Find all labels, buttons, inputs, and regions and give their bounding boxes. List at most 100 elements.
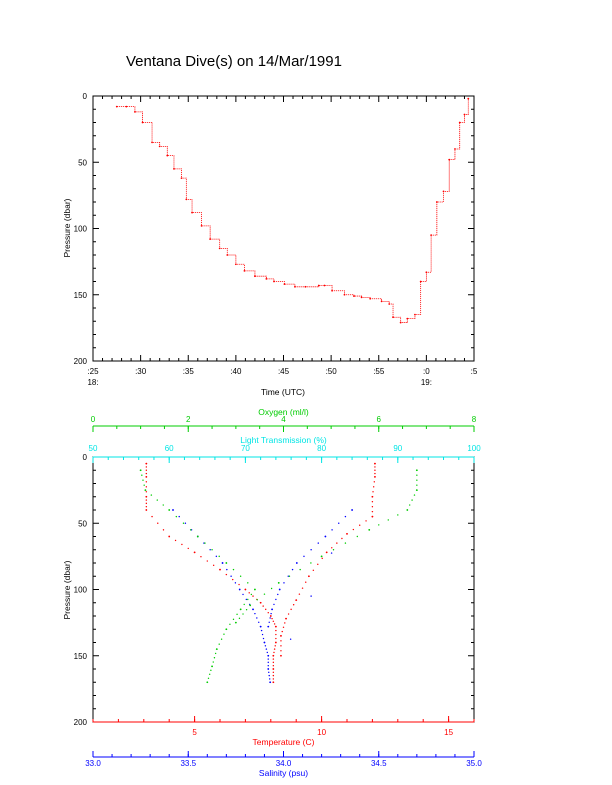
oxygen-tick-label: 8 xyxy=(472,415,477,424)
profile-point xyxy=(310,549,312,551)
y-tick-label: 150 xyxy=(74,652,88,661)
profile-point xyxy=(259,601,262,604)
profile-point xyxy=(267,661,269,664)
profile-point xyxy=(193,551,196,554)
profile-point xyxy=(331,529,333,531)
pressure-point xyxy=(430,234,433,237)
profile-point xyxy=(265,648,268,650)
light_transmission-tick-label: 100 xyxy=(467,444,481,453)
oxygen-tick-label: 2 xyxy=(186,415,191,424)
profile-point xyxy=(239,575,242,577)
pressure-point xyxy=(317,284,320,287)
profile-point xyxy=(249,604,252,607)
profile-point xyxy=(266,651,269,654)
profile-point xyxy=(270,587,273,590)
profile-point xyxy=(242,593,244,596)
profile-point xyxy=(168,509,171,511)
profile-point xyxy=(150,494,153,496)
profile-point xyxy=(330,552,333,554)
y-tick-label: 100 xyxy=(74,586,88,595)
profile-point xyxy=(182,522,185,524)
profile-point xyxy=(265,608,267,611)
pressure-point xyxy=(115,105,118,108)
profile-point xyxy=(273,648,276,650)
profile-point xyxy=(374,475,376,478)
profile-point xyxy=(239,608,242,611)
pressure-point xyxy=(243,270,246,272)
profile-point xyxy=(245,609,248,611)
profile-point xyxy=(344,515,347,518)
pressure-point xyxy=(304,285,307,288)
profile-point xyxy=(144,489,147,492)
pressure-point xyxy=(331,289,333,292)
profile-point xyxy=(287,613,290,615)
profile-point xyxy=(272,681,275,684)
profile-point xyxy=(215,648,218,651)
profile-point xyxy=(208,673,211,675)
y-tick-label: 200 xyxy=(74,718,88,727)
profile-point xyxy=(273,651,275,654)
profile-point xyxy=(215,555,218,558)
profile-point xyxy=(285,617,287,620)
pressure-point xyxy=(380,300,383,303)
profile-point xyxy=(268,621,270,623)
profile-point xyxy=(275,629,277,632)
profile-point xyxy=(145,505,148,508)
x-tick-label: :5 xyxy=(471,367,478,376)
pressure-point xyxy=(273,280,275,283)
profile-point xyxy=(280,640,282,642)
profile-point xyxy=(145,499,148,501)
profile-point xyxy=(168,535,171,538)
salinity-tick-label: 35.0 xyxy=(466,759,482,768)
profile-point xyxy=(344,542,347,544)
y-tick-label: 0 xyxy=(83,453,88,462)
pressure-point xyxy=(185,198,188,201)
profile-point xyxy=(351,509,353,511)
pressure-point xyxy=(435,201,438,203)
profile-point xyxy=(226,568,228,571)
profile-point xyxy=(352,528,355,531)
profile-point xyxy=(312,569,315,571)
profile-point xyxy=(254,612,256,615)
temperature-tick-label: 15 xyxy=(444,728,453,737)
pressure-point xyxy=(134,111,136,113)
profile-point xyxy=(413,494,416,496)
profile-point xyxy=(232,578,234,581)
profile-point xyxy=(260,629,263,632)
profile-point xyxy=(189,529,192,531)
profile-point xyxy=(269,681,272,684)
profile-point xyxy=(275,637,277,640)
profile-point xyxy=(371,515,374,518)
profile-point xyxy=(269,615,272,617)
pressure-point xyxy=(200,224,203,227)
profile-point xyxy=(292,604,295,606)
x-tick-label: :25 xyxy=(87,367,99,376)
temperature-tick-label: 10 xyxy=(317,728,326,737)
profile-point xyxy=(145,502,148,505)
profile-point xyxy=(225,562,228,564)
profile-point xyxy=(272,674,275,677)
profile-point xyxy=(267,625,270,628)
profile-point xyxy=(270,612,272,615)
profile-point xyxy=(272,654,275,657)
x-axis-label: Time (UTC) xyxy=(261,387,305,397)
profile-point xyxy=(143,484,145,486)
profile-point xyxy=(283,582,285,584)
profile-point xyxy=(278,588,281,591)
profile-point xyxy=(320,555,323,558)
profile-point xyxy=(207,677,210,679)
profile-point xyxy=(267,658,269,660)
y-tick-label: 50 xyxy=(78,158,87,167)
profile-point xyxy=(274,641,277,644)
profile-point xyxy=(261,633,264,636)
pressure-point xyxy=(180,177,183,180)
profile-point xyxy=(269,617,271,619)
light_transmission-tick-label: 80 xyxy=(317,444,326,453)
profile-point xyxy=(181,543,183,546)
profile-point xyxy=(162,504,164,506)
salinity-axis-label: Salinity (psu) xyxy=(259,768,308,778)
profile-point xyxy=(254,588,256,591)
profile-point xyxy=(271,617,273,620)
profile-point xyxy=(206,560,208,562)
profile-point xyxy=(274,645,276,647)
